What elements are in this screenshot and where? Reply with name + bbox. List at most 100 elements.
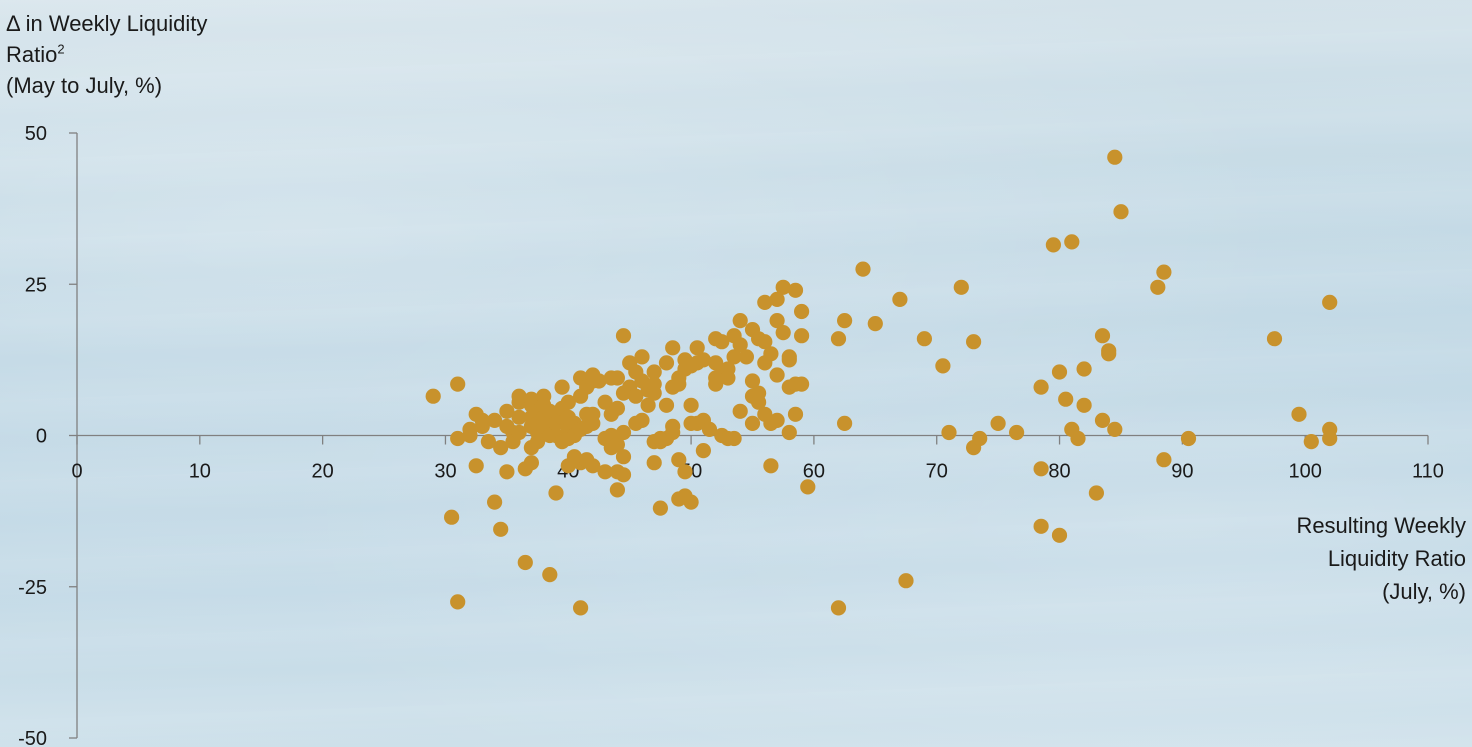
- data-point: [597, 394, 613, 410]
- data-point: [1107, 149, 1123, 165]
- data-point: [585, 458, 601, 474]
- data-point: [781, 352, 797, 368]
- data-point: [425, 388, 441, 404]
- y-axis-label-footnote: 2: [57, 41, 65, 57]
- data-point: [830, 600, 847, 616]
- data-point: [554, 379, 570, 395]
- data-point: [763, 458, 779, 474]
- data-point: [511, 409, 527, 425]
- data-point: [855, 261, 871, 277]
- data-point: [1322, 430, 1338, 447]
- data-point: [726, 430, 742, 447]
- data-point: [1291, 406, 1307, 422]
- data-point: [1051, 364, 1068, 380]
- data-point: [1180, 430, 1197, 447]
- data-point: [548, 485, 564, 501]
- data-point: [769, 367, 785, 383]
- data-point: [769, 291, 785, 307]
- data-point: [665, 340, 681, 356]
- data-point: [738, 349, 755, 365]
- data-point: [1266, 331, 1283, 347]
- data-point: [591, 373, 607, 389]
- x-tick-label: 20: [312, 461, 334, 483]
- data-point: [493, 521, 509, 537]
- data-point: [665, 424, 681, 441]
- data-point: [757, 334, 773, 350]
- data-point: [732, 337, 748, 353]
- data-point: [683, 494, 699, 510]
- data-point: [800, 479, 816, 495]
- data-point: [972, 430, 988, 447]
- data-point: [671, 452, 687, 468]
- data-point: [640, 397, 656, 413]
- data-point: [935, 358, 951, 374]
- y-axis-label-line-3: (May to July, %): [6, 73, 163, 98]
- data-point: [769, 412, 785, 428]
- data-point: [1033, 379, 1049, 395]
- data-point: [683, 397, 699, 413]
- y-axis-label: Δ in Weekly Liquidity Ratio2 (May to July,…: [6, 8, 207, 101]
- data-point: [701, 421, 718, 437]
- data-point: [474, 412, 490, 428]
- data-point: [634, 349, 650, 365]
- data-point: [781, 424, 797, 441]
- data-point: [1156, 264, 1172, 280]
- data-point: [1009, 424, 1025, 441]
- data-point: [1064, 234, 1080, 250]
- data-point: [1094, 412, 1111, 428]
- data-point: [517, 554, 533, 571]
- data-point: [1058, 391, 1074, 407]
- data-point: [775, 279, 791, 295]
- data-point: [597, 464, 613, 480]
- data-point: [671, 376, 687, 392]
- data-point: [990, 415, 1006, 431]
- data-point: [953, 279, 969, 295]
- data-point: [787, 406, 804, 422]
- data-point: [615, 424, 632, 441]
- x-tick-label: 0: [71, 461, 82, 483]
- data-point: [480, 434, 496, 450]
- data-point: [487, 494, 503, 510]
- data-point: [542, 567, 558, 583]
- data-point: [450, 594, 466, 610]
- x-axis-label-line-3: (July, %): [1382, 579, 1466, 604]
- data-point: [487, 412, 503, 428]
- data-point: [542, 403, 558, 419]
- data-point: [609, 482, 626, 498]
- data-point: [732, 313, 748, 329]
- data-point: [634, 412, 650, 428]
- data-point: [769, 313, 785, 329]
- data-point: [1076, 397, 1092, 413]
- data-point: [732, 403, 748, 419]
- y-tick-label: 0: [36, 426, 47, 448]
- data-point: [658, 397, 675, 413]
- data-point: [1033, 461, 1049, 477]
- data-point: [652, 500, 669, 516]
- x-axis-label: Resulting Weekly Liquidity Ratio (July, %): [1166, 509, 1466, 608]
- data-point: [744, 373, 761, 389]
- data-point: [757, 294, 773, 310]
- y-axis-label-line-2: Ratio: [6, 42, 58, 67]
- data-point: [1101, 346, 1117, 362]
- data-point: [830, 331, 847, 347]
- data-point: [646, 376, 662, 392]
- data-point: [511, 388, 527, 404]
- data-point: [1088, 485, 1104, 501]
- data-point: [1303, 434, 1319, 450]
- data-point: [941, 424, 957, 441]
- y-tick-label: -25: [18, 577, 47, 599]
- data-point: [677, 464, 693, 480]
- data-point: [450, 430, 466, 447]
- data-point: [751, 394, 767, 410]
- data-point: [646, 364, 662, 380]
- data-point: [1113, 204, 1129, 220]
- y-tick-label: 25: [25, 274, 47, 296]
- data-point: [523, 391, 540, 407]
- data-point: [1094, 328, 1111, 344]
- data-point: [689, 340, 705, 356]
- x-tick-label: 10: [189, 461, 211, 483]
- data-points: [425, 149, 1338, 616]
- y-tick-label: -50: [18, 728, 47, 747]
- data-point: [1051, 527, 1068, 543]
